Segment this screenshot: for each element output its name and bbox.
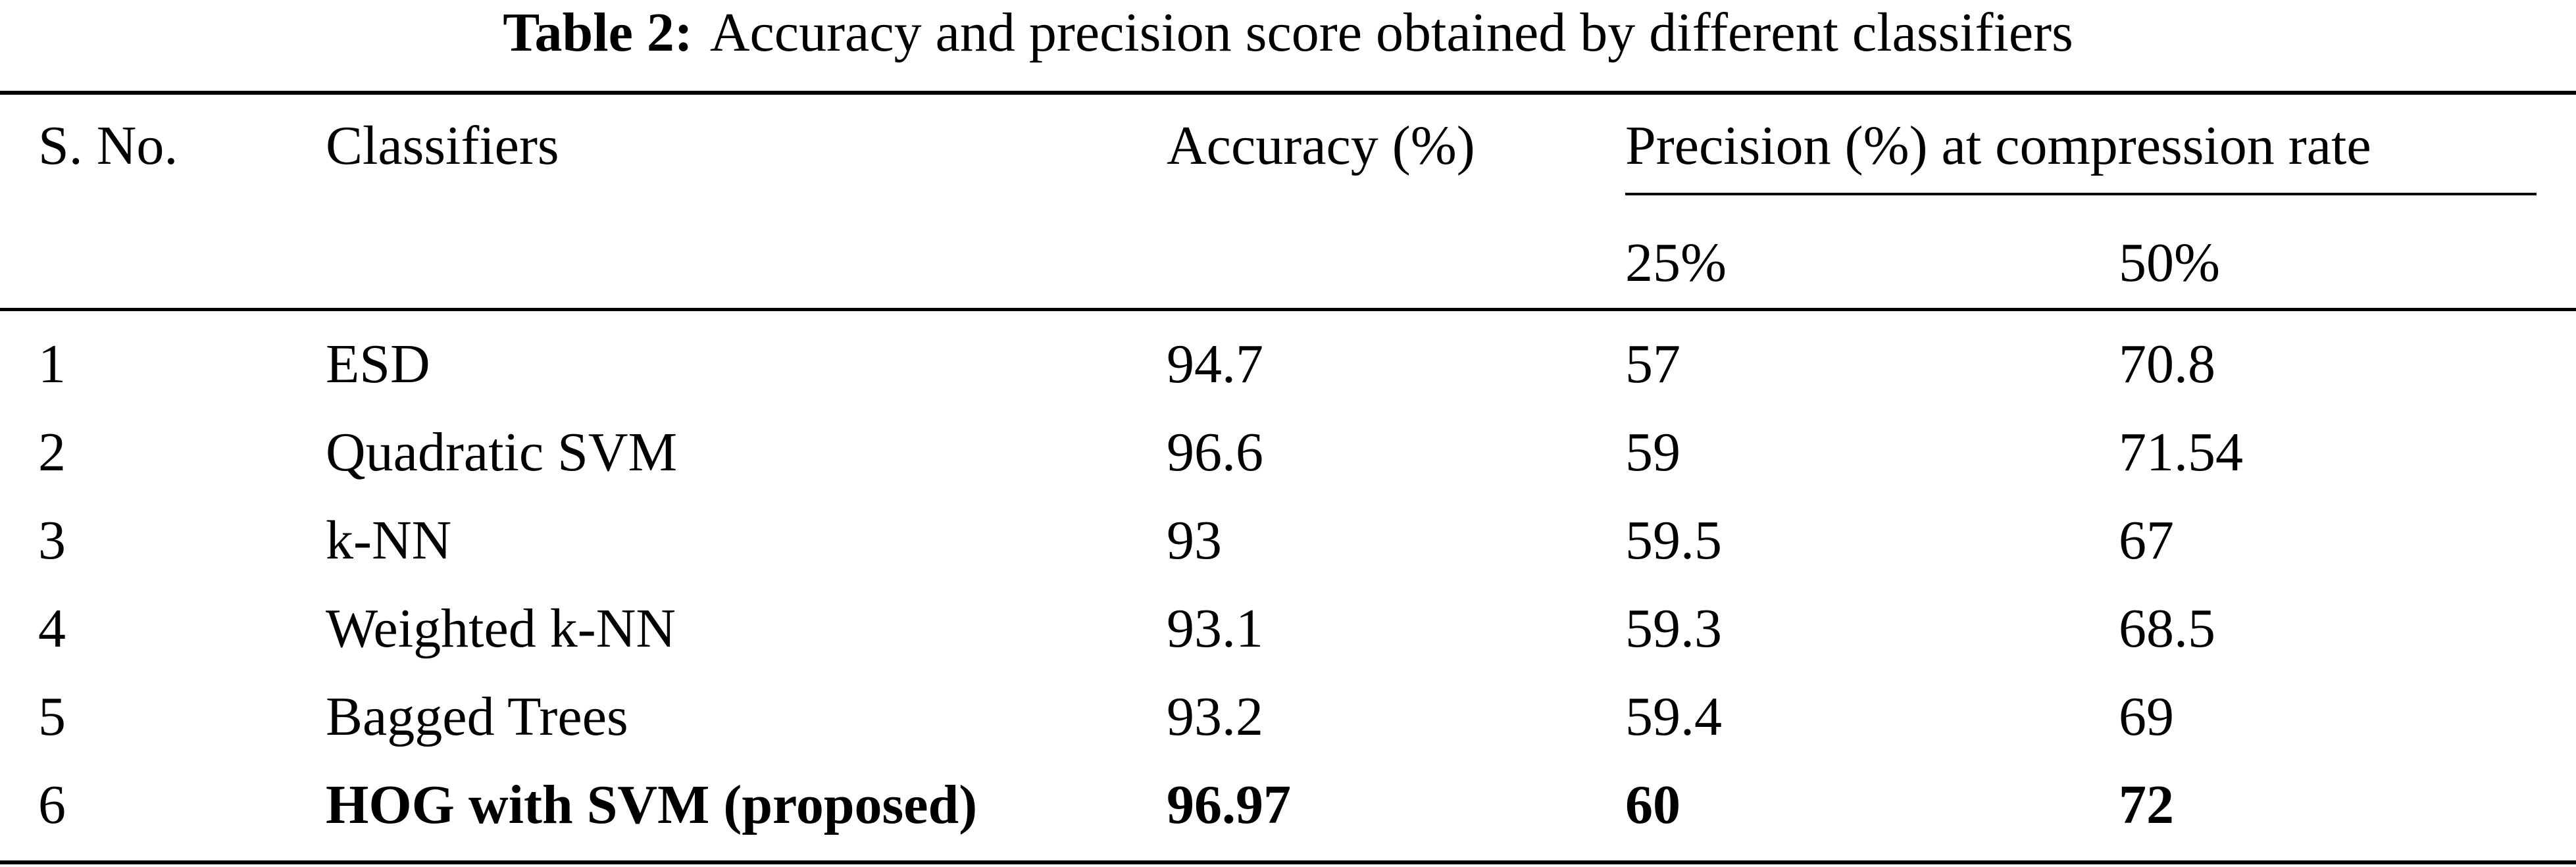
row-6-sno: 6 [38, 774, 66, 835]
row-2-precision-25: 59 [1625, 422, 1680, 483]
row-4-accuracy: 93.1 [1167, 598, 1263, 659]
row-4-precision-25: 59.3 [1625, 598, 1722, 659]
row-1-sno: 1 [38, 334, 66, 395]
row-4-precision-50: 68.5 [2119, 598, 2215, 659]
row-2-sno: 2 [38, 422, 66, 483]
row-5-classifier: Bagged Trees [326, 686, 628, 747]
header-accuracy: Accuracy (%) [1167, 115, 1475, 176]
row-2-classifier: Quadratic SVM [326, 422, 678, 483]
row-1-accuracy: 94.7 [1167, 334, 1263, 395]
row-2-accuracy: 96.6 [1167, 422, 1263, 483]
table-caption-text: Accuracy and precision score obtained by… [709, 2, 2073, 63]
row-3-precision-25: 59.5 [1625, 510, 1722, 571]
row-6-precision-50: 72 [2119, 774, 2174, 835]
header-classifiers: Classifiers [326, 115, 559, 176]
row-5-precision-25: 59.4 [1625, 686, 1722, 747]
row-3-precision-50: 67 [2119, 510, 2174, 571]
table-label: Table 2: [503, 2, 693, 63]
table-caption: Table 2: Accuracy and precision score obt… [0, 0, 2576, 66]
header-rate-50: 50% [2119, 232, 2220, 293]
row-1-precision-50: 70.8 [2119, 334, 2215, 395]
row-3-sno: 3 [38, 510, 66, 571]
header-rule [0, 308, 2576, 311]
row-3-classifier: k-NN [326, 510, 452, 571]
row-3-accuracy: 93 [1167, 510, 1222, 571]
precision-subheader-rule [1625, 193, 2537, 195]
row-4-sno: 4 [38, 598, 66, 659]
row-4-classifier: Weighted k-NN [326, 598, 676, 659]
bottom-rule [0, 860, 2576, 864]
row-2-precision-50: 71.54 [2119, 422, 2243, 483]
row-6-classifier: HOG with SVM (proposed) [326, 774, 978, 835]
row-5-sno: 5 [38, 686, 66, 747]
top-rule [0, 91, 2576, 95]
row-5-precision-50: 69 [2119, 686, 2174, 747]
row-6-accuracy: 96.97 [1167, 774, 1291, 835]
header-sno: S. No. [38, 115, 178, 176]
row-5-accuracy: 93.2 [1167, 686, 1263, 747]
row-1-classifier: ESD [326, 334, 430, 395]
row-6-precision-25: 60 [1625, 774, 1680, 835]
row-1-precision-25: 57 [1625, 334, 1680, 395]
header-precision-group: Precision (%) at compression rate [1625, 115, 2371, 176]
header-rate-25: 25% [1625, 232, 1727, 293]
